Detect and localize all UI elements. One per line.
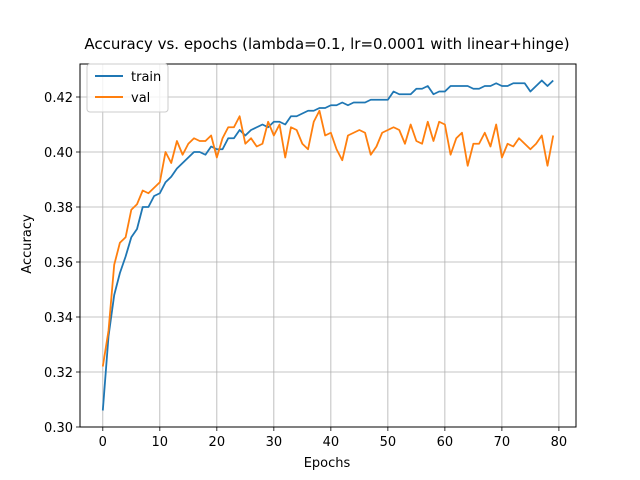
series-line-train <box>101 79 554 411</box>
y-tick-label: 0.42 <box>44 91 73 106</box>
x-tick-label: 0 <box>99 435 107 450</box>
y-tick-label: 0.30 <box>44 421 73 436</box>
x-tick-label: 30 <box>266 435 283 450</box>
chart-title: Accuracy vs. epochs (lambda=0.1, lr=0.00… <box>84 35 569 53</box>
plot-area-frame <box>79 63 577 428</box>
y-tick-label: 0.40 <box>44 146 73 161</box>
x-tick-label: 20 <box>209 435 226 450</box>
legend-label-train: train <box>131 70 161 85</box>
x-tick-label: 70 <box>494 435 511 450</box>
grid <box>80 64 576 428</box>
x-tick-label: 40 <box>323 435 340 450</box>
x-tick-label: 10 <box>152 435 169 450</box>
x-tick-label: 60 <box>437 435 454 450</box>
series-line-val <box>101 109 555 367</box>
legend: train val <box>86 63 169 113</box>
x-tick-label: 50 <box>380 435 397 450</box>
x-axis-title: Epochs <box>304 456 351 471</box>
y-tick-label: 0.34 <box>44 311 73 326</box>
y-axis-title: Accuracy <box>20 214 35 274</box>
y-tick-label: 0.36 <box>44 256 73 271</box>
series-lines <box>101 79 555 411</box>
y-tick-label: 0.38 <box>44 201 73 216</box>
legend-label-val: val <box>131 91 150 106</box>
axis-ticks: 0 10 20 30 40 50 60 70 80 0.30 0.32 0.34 0.36 0.38 0.4… <box>44 91 567 450</box>
y-tick-label: 0.32 <box>44 366 73 381</box>
x-tick-label: 80 <box>551 435 568 450</box>
